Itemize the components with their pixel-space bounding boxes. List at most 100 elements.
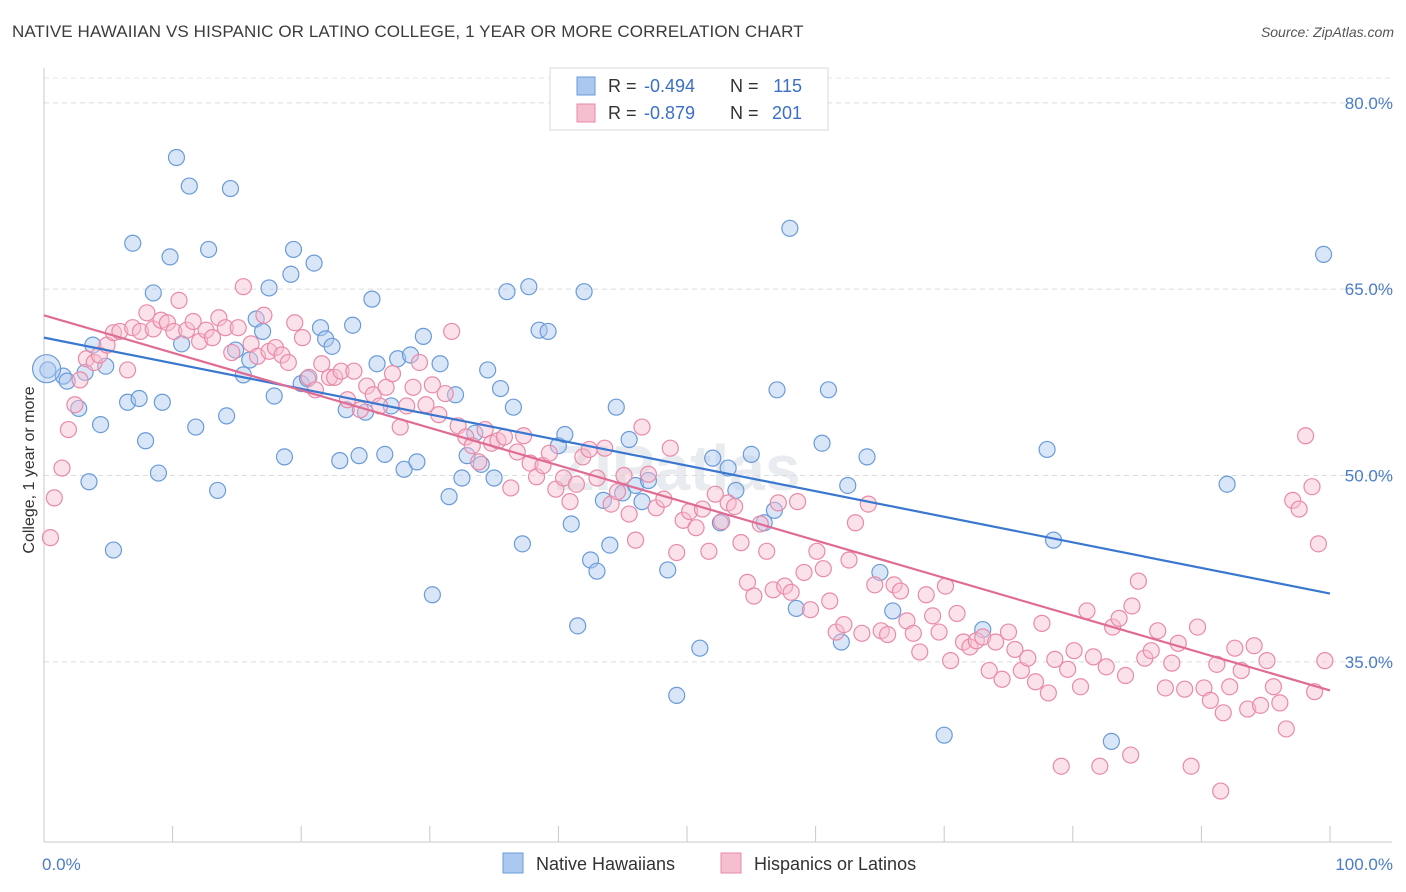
hispanic-latino-point xyxy=(987,633,1005,651)
hispanic-latino-point xyxy=(980,661,998,680)
native-hawaiian-point xyxy=(691,639,709,657)
hispanic-latino-point xyxy=(1290,500,1308,518)
hispanic-latino-point xyxy=(404,378,422,396)
hispanic-latino-point xyxy=(1176,680,1194,698)
hispanic-latino-point xyxy=(184,312,202,331)
legend-swatch xyxy=(576,76,596,96)
x-tick-label: 100.0% xyxy=(1335,855,1393,874)
native-hawaiian-point xyxy=(1314,245,1333,264)
hispanic-latino-point xyxy=(1239,700,1257,718)
hispanic-latino-point xyxy=(216,319,234,337)
hispanic-latino-point xyxy=(626,531,645,549)
hispanic-latino-point xyxy=(1251,696,1270,714)
hispanic-latino-point xyxy=(1316,652,1334,670)
native-hawaiian-point xyxy=(607,398,625,416)
hispanic-latino-point xyxy=(313,355,331,373)
native-hawaiian-point xyxy=(453,469,471,487)
hispanic-latino-point xyxy=(1214,704,1232,722)
hispanic-latino-point xyxy=(808,542,826,560)
native-hawaiian-point xyxy=(331,452,349,470)
y-tick-label: 35.0% xyxy=(1345,653,1393,672)
hispanic-latino-point xyxy=(540,444,558,462)
hispanic-latino-trend-line xyxy=(43,314,1331,692)
native-hawaiian-point xyxy=(260,279,278,297)
native-hawaiian-point xyxy=(200,240,218,259)
hispanic-latino-point xyxy=(1129,572,1147,590)
hispanic-latino-point xyxy=(700,542,718,560)
hispanic-latino-point xyxy=(674,511,692,529)
native-hawaiian-point xyxy=(275,448,294,466)
hispanic-latino-point xyxy=(502,479,520,497)
hispanic-latino-point xyxy=(53,459,71,477)
hispanic-latino-point xyxy=(1284,491,1302,509)
native-hawaiian-point xyxy=(209,481,227,500)
hispanic-latino-point xyxy=(1221,678,1239,696)
hispanic-latino-point xyxy=(1110,609,1128,627)
hispanic-latino-point xyxy=(713,512,731,531)
hispanic-latino-point xyxy=(66,396,84,414)
native-hawaiian-point xyxy=(363,290,381,308)
hispanic-latino-point xyxy=(158,314,177,332)
hispanic-latino-point xyxy=(732,534,750,552)
legend-n-value: 201 xyxy=(772,103,802,123)
hispanic-latino-point xyxy=(835,616,853,634)
hispanic-latino-point xyxy=(1142,642,1160,660)
hispanic-latino-point xyxy=(470,453,488,471)
native-hawaiian-point xyxy=(485,469,503,487)
legend-n-value: 115 xyxy=(773,76,802,96)
hispanic-latino-point xyxy=(1078,602,1096,620)
hispanic-latino-point xyxy=(1149,622,1167,640)
native-hawaiian-point xyxy=(575,283,593,301)
legend-r-value: -0.879 xyxy=(644,103,695,123)
native-hawaiian-point xyxy=(1218,475,1236,493)
hispanic-latino-point xyxy=(924,607,942,625)
hispanic-latino-point xyxy=(234,278,252,296)
legend-n-label: N = xyxy=(730,103,759,123)
hispanic-latino-point xyxy=(866,576,884,594)
hispanic-latino-point xyxy=(706,485,724,503)
legend-box: R = -0.494 N = 115 R = -0.879 N = 201 xyxy=(549,67,829,131)
hispanic-latino-point xyxy=(286,314,304,332)
hispanic-latino-point xyxy=(567,475,586,493)
hispanic-latino-point xyxy=(345,362,363,380)
hispanic-latino-point xyxy=(1039,684,1057,702)
native-hawaiian-point xyxy=(180,177,198,195)
hispanic-latino-point xyxy=(1264,678,1283,696)
hispanic-latino-point xyxy=(745,587,763,605)
native-hawaiian-point xyxy=(368,355,386,373)
hispanic-latino-point xyxy=(961,638,979,656)
native-hawaiian-point xyxy=(136,432,155,450)
native-hawaiian-point xyxy=(858,448,876,466)
hispanic-latino-point xyxy=(782,583,800,601)
hispanic-latino-point xyxy=(1163,654,1181,672)
chart-title: NATIVE HAWAIIAN VS HISPANIC OR LATINO CO… xyxy=(12,22,804,41)
hispanic-latino-point xyxy=(118,361,137,379)
native-hawaiian-point-large xyxy=(31,354,62,384)
hispanic-latino-point xyxy=(846,514,865,532)
hispanic-latino-point xyxy=(410,353,429,372)
hispanic-latino-point xyxy=(859,495,877,513)
native-hawaiian-point xyxy=(539,322,557,341)
hispanic-latino-point xyxy=(1046,650,1064,668)
hispanic-latino-point xyxy=(332,362,350,380)
hispanic-latino-point xyxy=(620,505,638,523)
hispanic-latino-point xyxy=(633,418,651,436)
hispanic-latino-point xyxy=(1116,666,1135,685)
x-tick-label: 0.0% xyxy=(42,855,81,874)
hispanic-latino-point xyxy=(279,353,297,372)
hispanic-latino-point xyxy=(1033,614,1051,632)
legend-r-label: R = xyxy=(608,103,637,123)
hispanic-latino-point xyxy=(788,493,807,511)
y-tick-label: 65.0% xyxy=(1345,280,1393,299)
hispanic-latino-point xyxy=(930,623,948,641)
hispanic-latino-point xyxy=(1271,694,1289,712)
native-hawaiian-point xyxy=(39,361,57,379)
hispanic-latino-point xyxy=(178,321,196,339)
native-hawaiian-point xyxy=(161,248,179,266)
trend-lines xyxy=(43,314,1331,692)
native-hawaiian-point xyxy=(479,361,497,379)
hispanic-latino-point xyxy=(71,371,89,389)
hispanic-latino-point xyxy=(59,420,78,439)
native-hawaiian-point xyxy=(530,321,548,339)
